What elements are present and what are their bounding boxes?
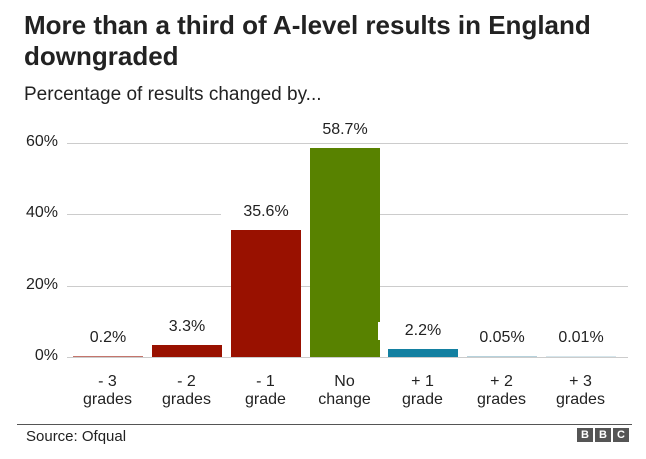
- bar-value-label: 0.2%: [63, 328, 153, 347]
- x-tick-label-line: - 2: [177, 373, 196, 390]
- source-label: Source: Ofqual: [26, 428, 127, 445]
- gridline: [67, 357, 628, 358]
- x-tick-label: - 1 grade: [226, 373, 305, 409]
- bbc-logo: B B C: [577, 428, 629, 442]
- x-tick-label-line: grades: [162, 391, 211, 408]
- x-tick-label: - 3 grades: [68, 373, 147, 409]
- y-tick-label: 20%: [25, 276, 58, 293]
- bar: [231, 230, 301, 357]
- x-tick-label: + 1 grade: [383, 373, 462, 409]
- x-tick-label-line: grade: [402, 391, 443, 408]
- y-tick-label: 40%: [25, 204, 58, 221]
- x-tick-label-line: - 3: [98, 373, 117, 390]
- x-tick-label-line: grades: [556, 391, 605, 408]
- bar-value-label: 2.2%: [378, 322, 468, 341]
- bar: [152, 345, 222, 357]
- x-tick-label-line: grades: [477, 391, 526, 408]
- x-tick-label: + 3 grades: [541, 373, 620, 409]
- x-tick-label-line: + 1: [411, 373, 434, 390]
- y-tick-label: 0%: [34, 347, 58, 364]
- x-tick-label-line: + 2: [490, 373, 513, 390]
- chart-title: More than a third of A-level results in …: [24, 10, 591, 71]
- x-tick-label-line: grade: [245, 391, 286, 408]
- y-tick-label: 60%: [25, 133, 58, 150]
- bar: [73, 355, 143, 357]
- bar-value-label: 35.6%: [221, 203, 311, 222]
- bar: [546, 355, 616, 357]
- x-tick-label-line: + 3: [569, 373, 592, 390]
- chart-subtitle: Percentage of results changed by...: [24, 84, 322, 105]
- x-tick-label-line: change: [318, 391, 371, 408]
- bbc-logo-letter: B: [577, 428, 593, 442]
- x-tick-label-line: grades: [83, 391, 132, 408]
- x-tick-label-line: No: [334, 373, 355, 390]
- bar: [388, 349, 458, 357]
- bar-value-label: 0.05%: [457, 328, 547, 347]
- footer-divider: [17, 424, 632, 425]
- x-tick-label: - 2 grades: [147, 373, 226, 409]
- x-tick-label-line: - 1: [256, 373, 275, 390]
- bar: [310, 147, 380, 357]
- x-tick-label: No change: [305, 373, 384, 409]
- x-tick-label: + 2 grades: [462, 373, 541, 409]
- gridline: [67, 143, 628, 144]
- bar: [467, 355, 537, 357]
- bar-value-label: 3.3%: [142, 318, 232, 337]
- bbc-logo-letter: C: [613, 428, 629, 442]
- bar-value-label: 0.01%: [536, 328, 626, 347]
- bbc-logo-letter: B: [595, 428, 611, 442]
- bar-value-label: 58.7%: [300, 120, 390, 139]
